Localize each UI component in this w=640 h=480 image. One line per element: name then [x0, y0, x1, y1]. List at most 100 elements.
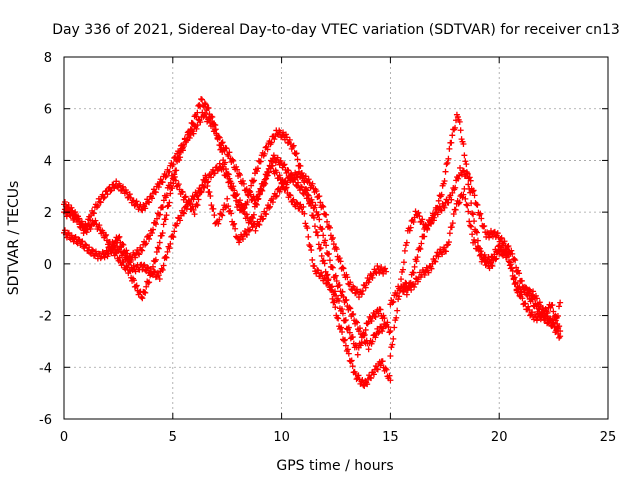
- data-point: [410, 218, 417, 225]
- axis-ticks: 0 5 10 15 20 25 -6 -4 -2 0 2 4 6 8: [39, 51, 616, 445]
- data-point: [505, 251, 512, 258]
- data-point: [427, 218, 434, 225]
- data-point: [387, 377, 394, 384]
- data-point: [266, 204, 273, 211]
- data-point: [159, 266, 166, 273]
- data-point: [333, 278, 340, 285]
- data-point: [320, 257, 327, 264]
- data-point: [170, 161, 177, 168]
- data-point: [465, 181, 472, 188]
- data-point: [473, 201, 480, 208]
- data-point: [256, 191, 263, 198]
- data-point: [438, 191, 445, 198]
- data-point: [302, 173, 309, 180]
- data-point: [309, 256, 316, 263]
- data-point: [543, 310, 550, 317]
- data-point: [343, 296, 350, 303]
- data-point: [381, 315, 388, 322]
- data-point: [428, 219, 435, 226]
- data-point: [298, 184, 305, 191]
- data-point: [155, 245, 162, 252]
- data-point: [408, 286, 415, 293]
- data-point: [100, 195, 107, 202]
- data-point: [285, 167, 292, 174]
- data-point: [440, 180, 447, 187]
- data-point: [368, 375, 375, 382]
- data-point: [287, 177, 294, 184]
- data-point: [194, 193, 201, 200]
- data-point: [175, 181, 182, 188]
- data-point: [225, 203, 232, 210]
- data-point: [142, 205, 149, 212]
- data-point: [486, 258, 493, 265]
- data-point: [333, 292, 339, 299]
- data-point: [430, 214, 437, 221]
- data-point: [356, 325, 363, 332]
- y-tick-label: -4: [39, 361, 52, 376]
- data-point: [152, 189, 159, 196]
- data-point: [207, 192, 214, 199]
- data-point: [170, 234, 177, 241]
- data-point: [90, 210, 97, 217]
- data-point: [152, 256, 159, 263]
- data-point: [494, 230, 501, 237]
- data-point: [268, 139, 275, 146]
- data-point: [394, 290, 401, 297]
- data-point: [378, 264, 385, 271]
- data-point: [130, 262, 137, 269]
- data-point: [472, 228, 479, 235]
- data-point: [547, 315, 554, 322]
- data-point: [315, 211, 322, 218]
- data-point: [323, 242, 330, 249]
- data-point: [179, 144, 186, 151]
- data-point: [260, 215, 267, 222]
- data-point: [194, 202, 201, 209]
- data-point: [143, 240, 150, 247]
- data-point: [347, 279, 354, 286]
- data-point: [249, 215, 256, 222]
- data-point: [315, 241, 322, 248]
- data-point: [294, 200, 301, 207]
- data-point: [329, 234, 336, 241]
- data-point: [151, 268, 158, 275]
- data-point: [142, 241, 149, 248]
- data-point: [339, 264, 346, 271]
- data-point: [443, 242, 450, 249]
- data-point: [279, 177, 286, 184]
- data-point: [224, 195, 231, 202]
- data-point: [341, 336, 348, 343]
- data-point: [460, 191, 467, 198]
- y-tick-label: -6: [39, 413, 52, 428]
- data-point: [239, 177, 246, 184]
- data-point: [211, 212, 218, 219]
- data-point: [61, 199, 68, 206]
- data-point: [311, 263, 318, 270]
- data-point: [297, 163, 304, 170]
- data-point: [346, 329, 353, 336]
- data-point: [274, 154, 281, 161]
- x-tick-label: 15: [382, 430, 399, 445]
- data-point: [229, 156, 236, 163]
- data-point: [364, 381, 371, 388]
- data-point: [387, 353, 394, 360]
- data-point: [511, 255, 518, 262]
- data-point: [317, 244, 324, 251]
- data-point: [162, 216, 169, 223]
- data-point: [407, 224, 414, 231]
- data-point: [180, 210, 187, 217]
- data-point: [474, 201, 481, 208]
- data-point: [413, 258, 420, 265]
- data-point: [166, 168, 173, 175]
- data-point: [181, 194, 188, 201]
- data-point: [316, 245, 323, 252]
- data-point: [510, 276, 517, 283]
- data-point: [530, 288, 537, 295]
- data-point: [143, 283, 150, 290]
- series-track-f: [387, 164, 564, 330]
- data-point: [186, 135, 193, 142]
- data-point: [339, 310, 346, 317]
- data-point: [171, 228, 178, 235]
- data-point: [338, 306, 345, 313]
- data-point: [298, 169, 305, 176]
- data-point: [374, 366, 381, 373]
